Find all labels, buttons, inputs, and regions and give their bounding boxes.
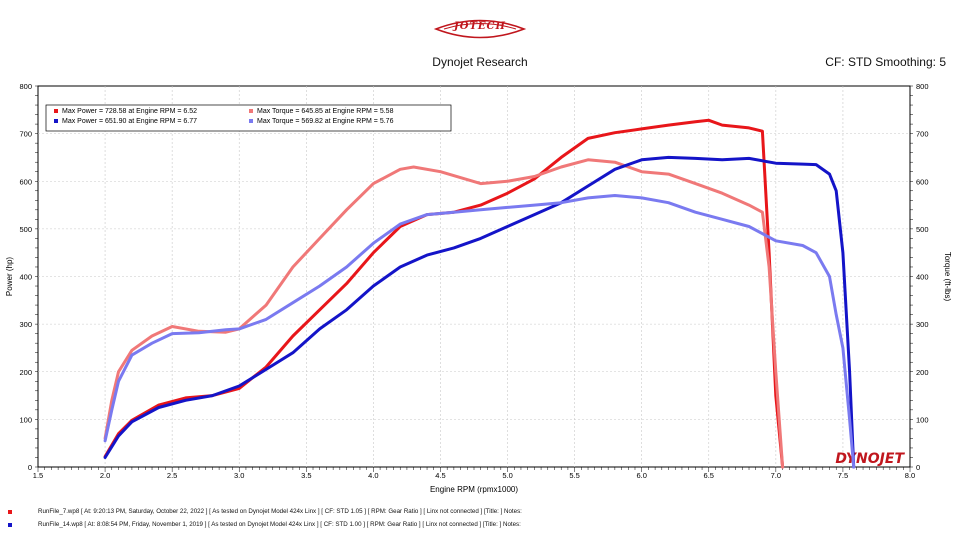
legend-swatch [54, 109, 58, 113]
y-tick-label-right: 100 [916, 415, 929, 424]
y-tick-label-left: 600 [19, 177, 32, 186]
x-tick-label: 6.0 [636, 471, 646, 480]
y-tick-label-left: 200 [19, 368, 32, 377]
run-info-2: RunFile_14.wp8 [ At: 8:08:54 PM, Friday,… [8, 521, 521, 528]
run-1-text: RunFile_7.wp8 [ At: 9:20:13 PM, Saturday… [38, 508, 522, 515]
x-tick-label: 5.5 [569, 471, 579, 480]
x-tick-label: 7.5 [838, 471, 848, 480]
y-tick-label-left: 800 [19, 82, 32, 91]
y-tick-label-right: 500 [916, 225, 929, 234]
y-tick-label-right: 800 [916, 82, 929, 91]
y-tick-label-left: 0 [28, 463, 32, 472]
legend-swatch [54, 119, 58, 123]
y-tick-label-right: 200 [916, 368, 929, 377]
y-tick-label-left: 400 [19, 273, 32, 282]
x-axis-label: Engine RPM (rpmx1000) [430, 485, 518, 494]
x-tick-label: 4.5 [435, 471, 445, 480]
legend-box [45, 104, 452, 132]
run-info-1: RunFile_7.wp8 [ At: 9:20:13 PM, Saturday… [8, 508, 522, 515]
y-tick-label-left: 100 [19, 415, 32, 424]
series-line-3 [103, 155, 856, 469]
legend-entry: Max Power = 728.58 at Engine RPM = 6.52 [62, 108, 197, 115]
cf-smoothing-text: CF: STD Smoothing: 5 [825, 55, 946, 69]
y-tick-label-left: 500 [19, 225, 32, 234]
y-tick-label-left: 300 [19, 320, 32, 329]
x-tick-label: 8.0 [905, 471, 915, 480]
series-line-4 [103, 194, 856, 469]
x-tick-label: 7.0 [771, 471, 781, 480]
logo-text: JOTECH [454, 21, 506, 32]
legend-swatch [249, 109, 253, 113]
x-tick-label: 2.5 [167, 471, 177, 480]
y-tick-label-right: 600 [916, 177, 929, 186]
x-tick-label: 3.5 [301, 471, 311, 480]
x-tick-label: 2.0 [100, 471, 110, 480]
x-tick-label: 4.0 [368, 471, 378, 480]
x-tick-label: 3.0 [234, 471, 244, 480]
y2-axis-label: Torque (ft-lbs) [943, 252, 952, 302]
y-tick-label-right: 0 [916, 463, 920, 472]
logo-swoosh-icon [433, 19, 527, 39]
run-2-text: RunFile_14.wp8 [ At: 8:08:54 PM, Friday,… [38, 521, 521, 528]
series-line-2 [103, 158, 785, 469]
y-tick-label-right: 700 [916, 130, 929, 139]
jotech-logo: JOTECH [430, 16, 530, 42]
legend-swatch [249, 119, 253, 123]
x-tick-label: 1.5 [33, 471, 43, 480]
legend-entry: Max Torque = 645.85 at Engine RPM = 5.58 [257, 108, 394, 115]
legend-entry: Max Power = 651.90 at Engine RPM = 6.77 [62, 118, 197, 125]
y-tick-label-right: 400 [916, 273, 929, 282]
chart-title: Dynojet Research [432, 55, 528, 69]
x-tick-label: 6.5 [704, 471, 714, 480]
y-tick-label-right: 300 [916, 320, 929, 329]
run-1-color-swatch [8, 509, 12, 514]
x-tick-label: 5.0 [502, 471, 512, 480]
y-tick-label-left: 700 [19, 130, 32, 139]
dynojet-watermark: DYNOJET [835, 451, 905, 467]
run-2-color-swatch [8, 522, 12, 527]
y-axis-label: Power (hp) [5, 257, 14, 296]
legend-entry: Max Torque = 569.82 at Engine RPM = 5.76 [257, 118, 394, 125]
